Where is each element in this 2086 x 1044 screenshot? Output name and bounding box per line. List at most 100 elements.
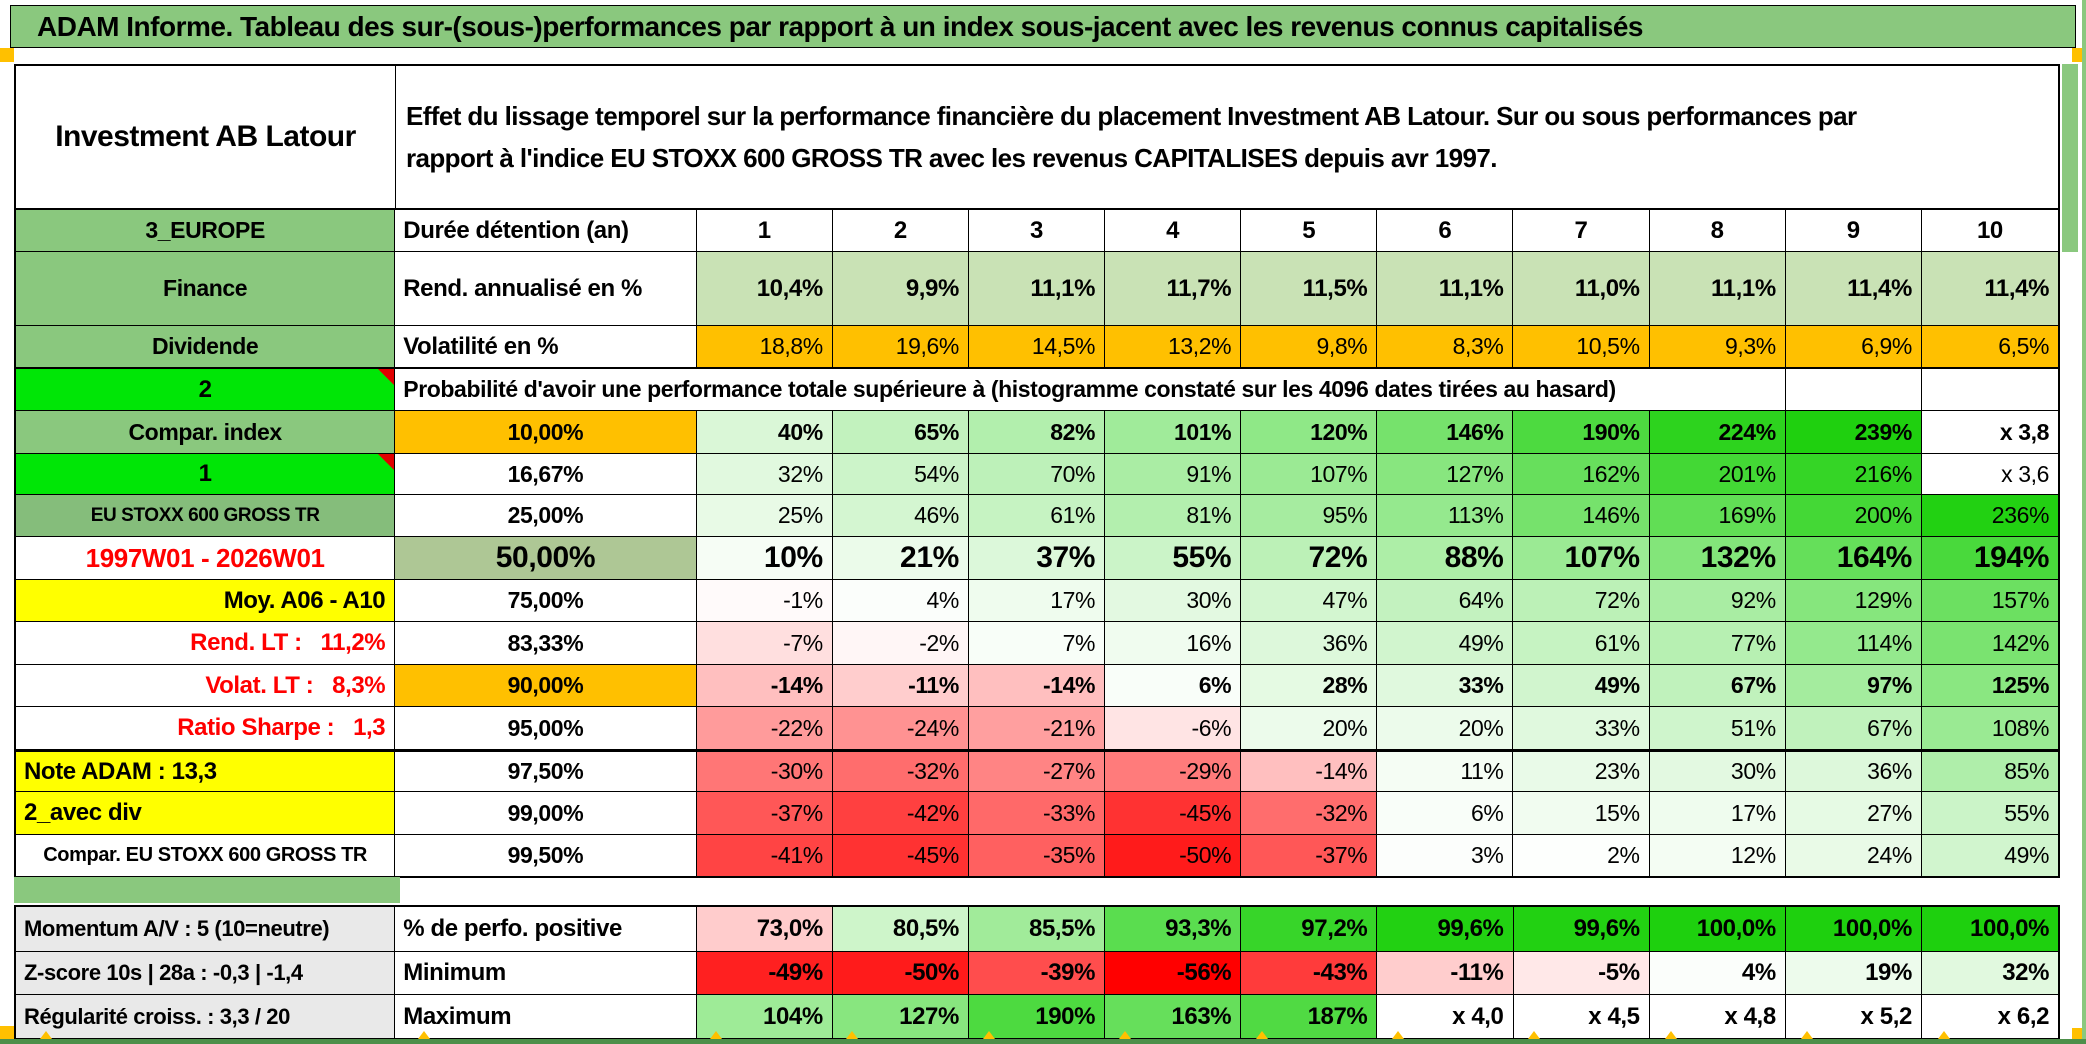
col2-cell[interactable]: 99,50% <box>395 835 697 876</box>
data-cell[interactable]: -37% <box>1241 835 1378 876</box>
data-cell[interactable]: -50% <box>832 952 969 994</box>
data-cell[interactable]: 9,9% <box>832 252 969 325</box>
data-cell[interactable]: 65% <box>832 411 969 453</box>
data-cell[interactable]: 33% <box>1377 665 1514 706</box>
data-cell[interactable]: -50% <box>1105 835 1242 876</box>
data-cell[interactable]: 27% <box>1785 792 1922 834</box>
data-cell[interactable]: x 3,6 <box>1921 454 2059 494</box>
data-cell[interactable]: 72% <box>1241 537 1378 579</box>
data-cell[interactable]: 11,1% <box>968 252 1106 325</box>
data-cell[interactable]: 120% <box>1241 411 1378 453</box>
data-cell[interactable]: 12% <box>1649 835 1786 876</box>
data-cell[interactable]: -11% <box>1377 952 1514 994</box>
data-cell[interactable]: 40% <box>696 411 833 453</box>
data-cell[interactable]: 37% <box>968 537 1106 579</box>
data-cell[interactable]: 67% <box>1649 665 1786 706</box>
data-cell[interactable]: 23% <box>1513 752 1650 791</box>
row-label-cell[interactable]: 2 <box>16 369 396 410</box>
data-cell[interactable]: 187% <box>1241 995 1378 1038</box>
data-cell[interactable]: 77% <box>1649 622 1786 664</box>
data-cell[interactable]: 30% <box>1649 752 1786 791</box>
data-cell[interactable]: 49% <box>1921 835 2059 876</box>
data-cell[interactable]: 36% <box>1785 752 1922 791</box>
data-cell[interactable]: -7% <box>696 622 833 664</box>
row-label-cell[interactable]: Ratio Sharpe : 1,3 <box>16 707 396 749</box>
data-cell[interactable]: 88% <box>1377 537 1514 579</box>
row-label-cell[interactable]: 1 <box>16 454 396 494</box>
data-cell[interactable]: 3 <box>968 210 1106 251</box>
data-cell[interactable]: -11% <box>832 665 969 706</box>
col2-cell[interactable]: Minimum <box>395 952 697 994</box>
data-cell[interactable]: 32% <box>1921 952 2059 994</box>
report-title-cell[interactable]: ADAM Informe. Tableau des sur-(sous-)per… <box>10 5 2076 48</box>
data-cell[interactable]: 16% <box>1105 622 1242 664</box>
col2-cell[interactable]: Volatilité en % <box>395 326 697 367</box>
data-cell[interactable]: x 4,5 <box>1513 995 1650 1038</box>
data-cell[interactable]: -35% <box>968 835 1106 876</box>
data-cell[interactable]: 20% <box>1241 707 1378 749</box>
col2-cell[interactable]: 83,33% <box>395 622 697 664</box>
data-cell[interactable]: 49% <box>1513 665 1650 706</box>
data-cell[interactable]: -29% <box>1105 752 1242 791</box>
col2-cell[interactable]: 10,00% <box>395 411 697 453</box>
data-cell[interactable]: 108% <box>1921 707 2059 749</box>
col2-cell[interactable]: 97,50% <box>395 752 697 791</box>
data-cell[interactable]: 70% <box>968 454 1106 494</box>
data-cell[interactable]: 127% <box>1377 454 1514 494</box>
data-cell[interactable]: 92% <box>1649 580 1786 621</box>
data-cell[interactable]: 15% <box>1513 792 1650 834</box>
data-cell[interactable]: 11,5% <box>1241 252 1378 325</box>
data-cell[interactable]: -14% <box>968 665 1106 706</box>
row-label-cell[interactable]: Compar. index <box>16 411 396 453</box>
data-cell[interactable]: -42% <box>832 792 969 834</box>
data-cell[interactable]: 162% <box>1513 454 1650 494</box>
data-cell[interactable]: 95% <box>1241 495 1378 536</box>
row-label-cell[interactable]: 2_avec div <box>16 792 396 834</box>
data-cell[interactable]: 6% <box>1377 792 1514 834</box>
data-cell[interactable]: -1% <box>696 580 833 621</box>
data-cell[interactable]: 200% <box>1785 495 1922 536</box>
data-cell[interactable]: -37% <box>696 792 833 834</box>
row-label-cell[interactable]: EU STOXX 600 GROSS TR <box>16 495 396 536</box>
data-cell[interactable]: 129% <box>1785 580 1922 621</box>
data-cell[interactable]: 11,1% <box>1649 252 1786 325</box>
row-label-cell[interactable]: Finance <box>16 252 396 325</box>
row-label-cell[interactable]: Dividende <box>16 326 396 367</box>
data-cell[interactable]: 21% <box>832 537 969 579</box>
data-cell[interactable]: -33% <box>968 792 1106 834</box>
data-cell[interactable]: 99,6% <box>1513 907 1650 951</box>
data-cell[interactable]: x 4,0 <box>1377 995 1514 1038</box>
empty-cell[interactable] <box>1921 369 2058 410</box>
col2-cell[interactable]: Durée détention (an) <box>395 210 697 251</box>
data-cell[interactable]: 100,0% <box>1649 907 1786 951</box>
data-cell[interactable]: 157% <box>1921 580 2059 621</box>
data-cell[interactable]: 4 <box>1105 210 1242 251</box>
data-cell[interactable]: 4% <box>1649 952 1786 994</box>
data-cell[interactable]: 55% <box>1105 537 1242 579</box>
col2-cell[interactable]: 50,00% <box>395 537 697 579</box>
data-cell[interactable]: 127% <box>832 995 969 1038</box>
data-cell[interactable]: -49% <box>696 952 833 994</box>
data-cell[interactable]: 11,7% <box>1105 252 1242 325</box>
data-cell[interactable]: 236% <box>1921 495 2059 536</box>
data-cell[interactable]: 216% <box>1785 454 1922 494</box>
data-cell[interactable]: 7% <box>968 622 1106 664</box>
data-cell[interactable]: 6 <box>1377 210 1514 251</box>
data-cell[interactable]: 61% <box>1513 622 1650 664</box>
col2-cell[interactable]: Rend. annualisé en % <box>395 252 697 325</box>
row-label-cell[interactable]: Note ADAM : 13,3 <box>16 752 396 791</box>
row-label-cell[interactable]: Momentum A/V : 5 (10=neutre) <box>16 907 396 951</box>
data-cell[interactable]: 36% <box>1241 622 1378 664</box>
probability-span-cell[interactable]: Probabilité d'avoir une performance tota… <box>395 369 1786 410</box>
data-cell[interactable]: x 3,8 <box>1921 411 2059 453</box>
data-cell[interactable]: -21% <box>968 707 1106 749</box>
data-cell[interactable]: 146% <box>1377 411 1514 453</box>
data-cell[interactable]: 85% <box>1921 752 2059 791</box>
data-cell[interactable]: 11,1% <box>1377 252 1514 325</box>
data-cell[interactable]: 73,0% <box>696 907 833 951</box>
data-cell[interactable]: 10% <box>696 537 833 579</box>
row-label-cell[interactable]: Compar. EU STOXX 600 GROSS TR <box>16 835 396 876</box>
data-cell[interactable]: -6% <box>1105 707 1242 749</box>
col2-cell[interactable]: Maximum <box>395 995 697 1038</box>
data-cell[interactable]: 46% <box>832 495 969 536</box>
